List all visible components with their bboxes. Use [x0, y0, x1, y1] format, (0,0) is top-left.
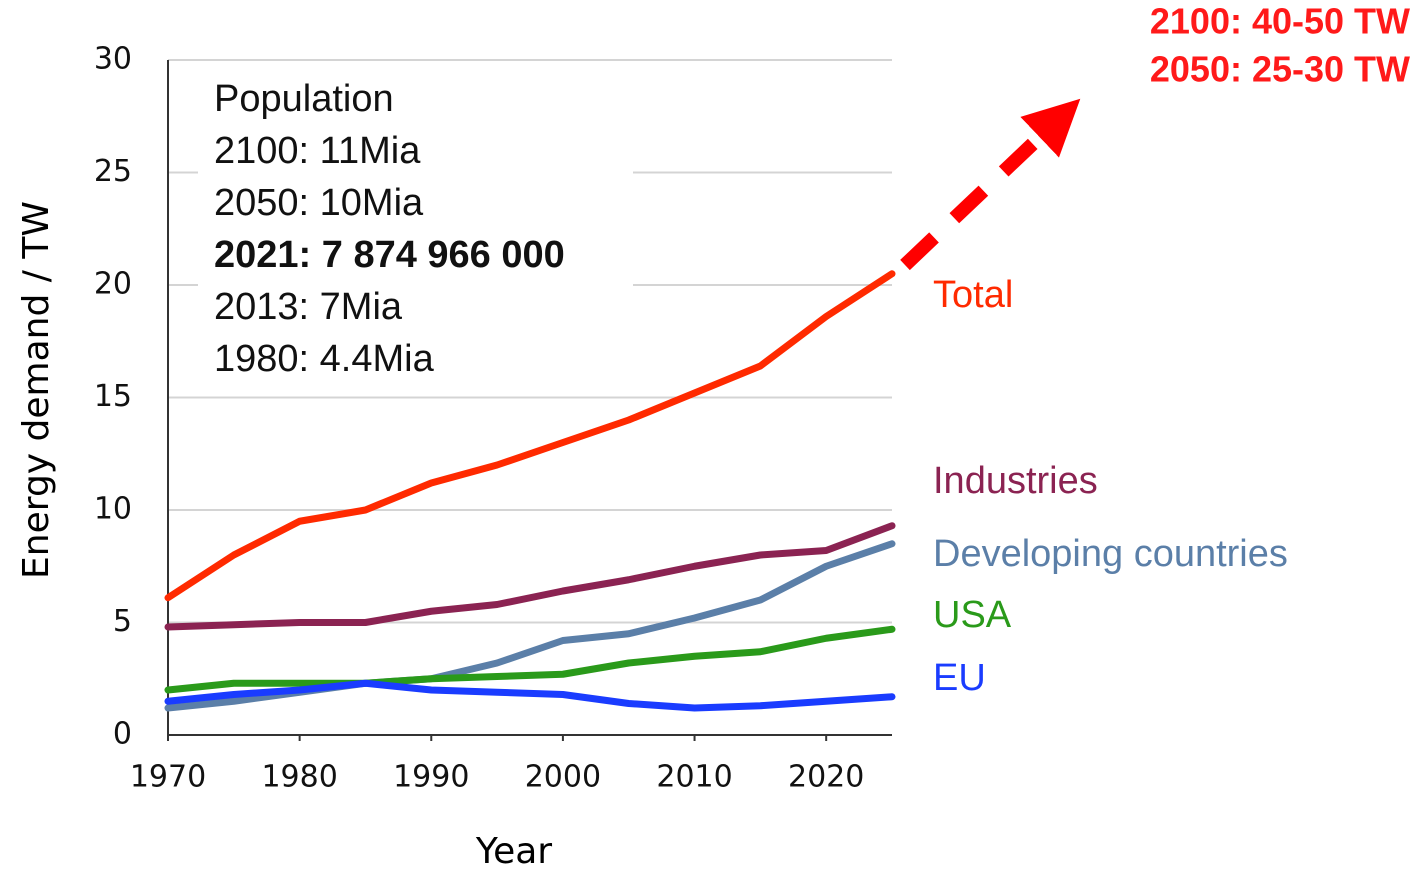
series-label: USA	[933, 594, 1012, 636]
population-line: 2013: 7Mia	[214, 286, 403, 328]
y-axis-title: Energy demand / TW	[16, 201, 57, 579]
series-line	[164, 679, 896, 712]
series-label: Total	[933, 274, 1013, 316]
y-tick-label: 0	[113, 717, 132, 752]
x-tick-label: 1980	[261, 760, 337, 795]
projection-arrow	[900, 98, 1081, 271]
x-tick-label: 2020	[788, 760, 864, 795]
x-axis-title: Year	[475, 831, 552, 872]
x-tick-label: 1990	[393, 760, 469, 795]
projection-text: 2050: 25-30 TW	[1150, 49, 1410, 90]
y-tick-label: 15	[94, 379, 132, 414]
population-line: 1980: 4.4Mia	[214, 338, 435, 380]
x-tick-label: 2000	[525, 760, 601, 795]
annotation-box	[198, 70, 633, 396]
series-label: Industries	[933, 460, 1098, 502]
y-tick-label: 30	[94, 42, 132, 77]
projection-text: 2100: 40-50 TW	[1150, 1, 1410, 42]
population-line: 2021: 7 874 966 000	[214, 234, 565, 276]
y-tick-label: 25	[94, 154, 132, 189]
series-line	[164, 522, 896, 631]
series-line	[164, 270, 896, 602]
population-line: 2100: 11Mia	[214, 130, 421, 172]
x-tick-label: 2010	[656, 760, 732, 795]
series-label: EU	[933, 657, 986, 699]
y-tick-label: 10	[94, 492, 132, 527]
population-line: Population	[214, 78, 394, 120]
population-line: 2050: 10Mia	[214, 182, 424, 224]
y-tick-label: 5	[113, 604, 132, 639]
series-label: Developing countries	[933, 533, 1288, 575]
y-tick-label: 20	[94, 267, 132, 302]
x-tick-label: 1970	[130, 760, 206, 795]
series-line	[164, 625, 896, 694]
